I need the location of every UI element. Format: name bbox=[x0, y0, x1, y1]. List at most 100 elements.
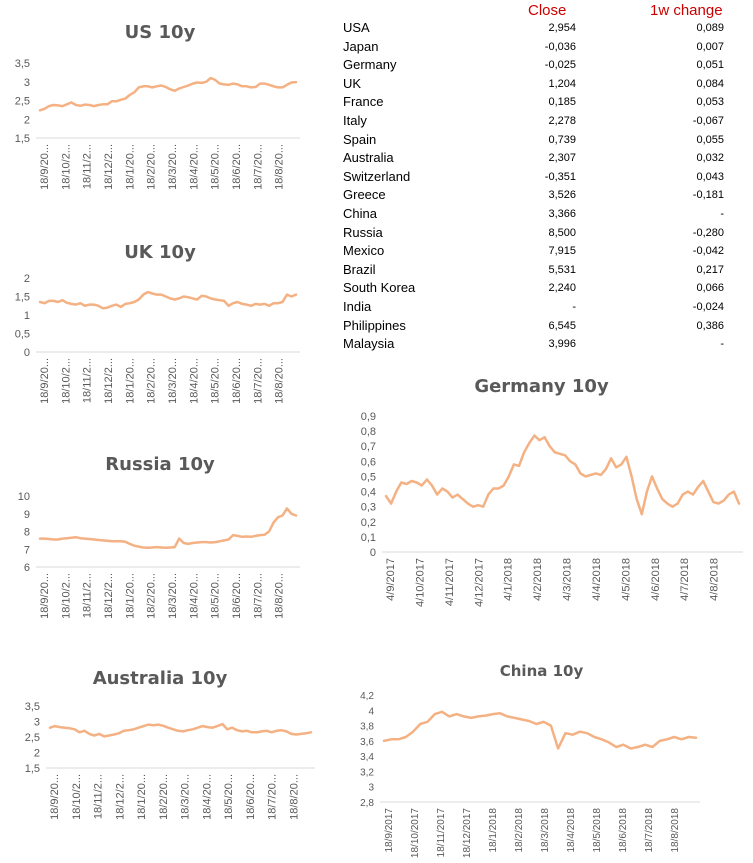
table-row: India - -0,024 bbox=[340, 299, 753, 317]
y-tick-label: 3,2 bbox=[360, 767, 374, 778]
table-row: Philippines 6,545 0,386 bbox=[340, 318, 753, 336]
x-tick-label: 18/11/2... bbox=[82, 358, 94, 403]
x-tick-label: 18/1/20... bbox=[124, 144, 136, 190]
table-row: Australia 2,307 0,032 bbox=[340, 150, 753, 168]
change-cell: 0,386 bbox=[696, 319, 724, 332]
x-tick-label: 18/12/2... bbox=[114, 774, 126, 820]
y-tick-label: 0,4 bbox=[361, 487, 376, 499]
chart-title: UK 10y bbox=[124, 242, 196, 263]
country-cell: Russia bbox=[343, 224, 383, 240]
table-row: Italy 2,278 -0,067 bbox=[340, 113, 753, 131]
change-cell: 0,043 bbox=[696, 170, 724, 183]
x-tick-label: 18/4/2018 bbox=[566, 808, 577, 853]
x-tick-label: 18/2/20... bbox=[146, 358, 158, 404]
change-cell: 0,217 bbox=[696, 263, 724, 276]
y-tick-label: 3,5 bbox=[25, 701, 40, 713]
close-cell: 8,500 bbox=[548, 226, 576, 239]
x-tick-label: 18/3/2018 bbox=[540, 808, 551, 853]
x-tick-label: 18/11/2... bbox=[93, 774, 105, 819]
country-cell: Brazil bbox=[343, 261, 376, 277]
change-cell: 0,055 bbox=[696, 133, 724, 146]
yields-table: Close 1w change USA 2,954 0,089 Japan -0,036… bbox=[340, 0, 753, 360]
x-tick-label: 18/3/20... bbox=[167, 573, 179, 619]
x-tick-label: 4/6/2018 bbox=[650, 558, 662, 601]
x-tick-label: 4/8/2018 bbox=[709, 558, 721, 601]
y-tick-label: 0,1 bbox=[361, 532, 376, 544]
close-cell: - bbox=[572, 301, 576, 313]
change-cell: 0,089 bbox=[696, 22, 724, 34]
change-cell: 0,084 bbox=[696, 77, 724, 90]
change-cell: -0,280 bbox=[692, 226, 724, 239]
uk-10y-plot: 0 0,5 1 1,5 2 18/9/20... 18/10/2... 18/11/2... 1… bbox=[15, 273, 300, 404]
table-row: Mexico 7,915 -0,042 bbox=[340, 243, 753, 261]
y-tick-label: 6 bbox=[24, 562, 30, 574]
x-tick-label: 18/10/2017 bbox=[410, 808, 421, 858]
y-tick-label: 0,3 bbox=[361, 502, 376, 514]
y-tick-label: 3 bbox=[368, 783, 374, 794]
country-cell: Japan bbox=[343, 38, 379, 54]
y-tick-label: 0,7 bbox=[361, 441, 376, 453]
y-tick-label: 1,5 bbox=[15, 292, 30, 304]
x-tick-label: 18/12/2... bbox=[103, 573, 115, 619]
x-tick-label: 18/7/20... bbox=[267, 774, 279, 820]
table-row: Switzerland -0,351 0,043 bbox=[340, 169, 753, 187]
x-tick-label: 18/6/20... bbox=[245, 774, 257, 820]
close-cell: 3,366 bbox=[548, 208, 576, 220]
country-cell: South Korea bbox=[343, 280, 416, 296]
y-tick-label: 0,9 bbox=[361, 411, 376, 423]
china-10y-plot: 2,8 3 3,2 3,4 3,6 3,8 4 4,2 18/9/2017 18/10/2017 1… bbox=[360, 691, 700, 858]
close-cell: 7,915 bbox=[548, 245, 576, 258]
x-tick-label: 4/9/2017 bbox=[385, 558, 397, 601]
uk-10y-chart: UK 10y 0 0,5 1 1,5 2 18/9/20... 18/10/2... 18/1… bbox=[0, 240, 320, 410]
close-cell: 5,531 bbox=[548, 263, 576, 276]
x-tick-label: 18/4/20... bbox=[201, 774, 213, 820]
chart-title: Germany 10y bbox=[474, 376, 609, 397]
x-tick-label: 4/4/2018 bbox=[591, 558, 603, 601]
x-tick-label: 18/4/20... bbox=[188, 573, 200, 619]
y-tick-label: 8 bbox=[24, 527, 30, 539]
x-tick-label: 4/2/2018 bbox=[532, 558, 544, 601]
x-tick-label: 18/9/20... bbox=[39, 573, 51, 619]
series-line bbox=[48, 722, 313, 738]
y-tick-label: 2,5 bbox=[15, 96, 30, 108]
x-tick-label: 18/1/20... bbox=[136, 774, 148, 820]
close-cell: 2,954 bbox=[548, 22, 576, 34]
y-tick-label: 0,2 bbox=[361, 517, 376, 529]
x-tick-label: 18/6/2018 bbox=[618, 808, 629, 853]
country-cell: USA bbox=[343, 20, 370, 35]
country-cell: Spain bbox=[343, 131, 377, 147]
germany-10y-chart: Germany 10y 0 0,1 0,2 0,3 0,4 0,5 0,6 0,7 0,8 0,9… bbox=[330, 372, 753, 627]
australia-10y-chart: Australia 10y 1,5 2 2,5 3 3,5 18/9/20... 18/10… bbox=[0, 666, 320, 858]
table-row: South Korea 2,240 0,066 bbox=[340, 280, 753, 298]
close-header: Close bbox=[528, 2, 567, 19]
table-row: Germany -0,025 0,051 bbox=[340, 57, 753, 75]
change-cell: -0,024 bbox=[692, 301, 724, 313]
table-row: France 0,185 0,053 bbox=[340, 94, 753, 112]
x-tick-label: 18/9/20... bbox=[49, 774, 61, 820]
close-cell: -0,036 bbox=[544, 40, 576, 53]
y-tick-label: 3,8 bbox=[360, 722, 374, 733]
x-tick-label: 18/10/2... bbox=[60, 144, 72, 190]
series-line bbox=[382, 710, 698, 750]
x-tick-label: 18/11/2... bbox=[82, 144, 94, 189]
y-tick-label: 2 bbox=[34, 748, 40, 760]
x-tick-label: 18/5/20... bbox=[210, 573, 222, 619]
x-tick-label: 18/2/20... bbox=[146, 573, 158, 619]
x-tick-label: 18/3/20... bbox=[167, 144, 179, 190]
x-tick-label: 18/2/2018 bbox=[514, 808, 525, 853]
y-tick-label: 3,5 bbox=[15, 58, 30, 70]
x-tick-label: 18/5/20... bbox=[210, 358, 222, 404]
change-cell: 0,066 bbox=[696, 282, 724, 295]
y-tick-label: 1 bbox=[24, 310, 30, 322]
australia-10y-plot: 1,5 2 2,5 3 3,5 18/9/20... 18/10/2... 18/11/2..… bbox=[25, 701, 315, 820]
x-tick-label: 18/6/20... bbox=[231, 573, 243, 619]
change-cell: 0,053 bbox=[696, 96, 724, 109]
table-row: UK 1,204 0,084 bbox=[340, 76, 753, 94]
close-cell: 2,278 bbox=[548, 115, 576, 127]
y-tick-label: 1,5 bbox=[15, 133, 30, 145]
table-row: USA 2,954 0,089 bbox=[340, 20, 753, 38]
x-tick-label: 18/7/20... bbox=[252, 358, 264, 404]
change-cell: 0,032 bbox=[696, 152, 724, 165]
change-cell: - bbox=[720, 208, 724, 220]
x-tick-label: 18/9/2017 bbox=[384, 808, 395, 853]
